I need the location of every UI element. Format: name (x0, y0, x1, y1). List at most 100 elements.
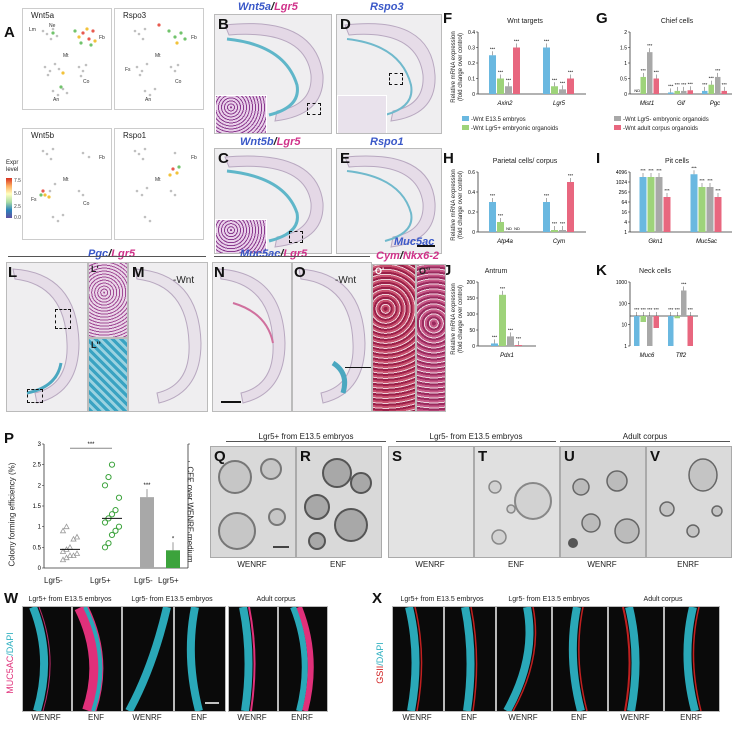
if-tissue (461, 607, 478, 711)
y-tick-label: 0.3 (468, 46, 475, 52)
data-point (66, 544, 74, 550)
scale-bar (221, 401, 241, 403)
condition-label-s: WENRF (415, 560, 445, 569)
bar (702, 90, 708, 94)
condition-label-v: ENRF (677, 560, 699, 569)
tsne-cluster-mt: Mt (63, 53, 69, 59)
micrograph-o: -Wnt (292, 262, 372, 412)
w-cond-5: WENRF (237, 713, 267, 722)
significance-label: *** (707, 178, 713, 183)
y-tick-label: 10 (621, 323, 627, 329)
tsne-cluster-co: Co (175, 79, 182, 85)
bar (543, 202, 550, 232)
bar (515, 345, 522, 346)
bar (497, 222, 504, 232)
bar (668, 316, 674, 346)
nd-label: ND (514, 226, 520, 231)
stomach-section-n (218, 268, 286, 404)
significance-label: *** (640, 168, 646, 173)
organoid-image-t (474, 446, 560, 558)
y-tick-label: 0 (472, 230, 475, 236)
divider (214, 256, 370, 257)
nd-label: ND (634, 88, 640, 93)
bar (708, 84, 714, 94)
scale-bar (417, 245, 435, 247)
bar (663, 197, 671, 232)
bar (507, 336, 514, 346)
if-tissue (125, 607, 171, 711)
bar (551, 86, 558, 94)
inset-l2: L'' (88, 338, 128, 412)
y-tick-label: 0 (624, 92, 627, 98)
y-tick-label: 100 (619, 301, 628, 307)
inset-o1: O' (372, 264, 416, 412)
chart-title-i: Pit cells (664, 158, 690, 165)
significance-label: *** (544, 39, 550, 44)
y-label-text: Relative mRNA expression (451, 31, 457, 103)
bar (698, 187, 706, 232)
if-tissue (405, 607, 423, 711)
legend-swatch-grey (614, 116, 621, 121)
organoid-image-u (560, 446, 646, 558)
bar (639, 177, 647, 232)
chart-legend-f: -Wnt E13.5 embryos -Wnt Lgr5+ embryonic … (462, 116, 602, 134)
y-tick-label: 0.4 (468, 30, 475, 36)
x-group-2: Lgr5- from E13.5 embryos (508, 596, 590, 603)
data-point (112, 527, 119, 534)
organoid-image-r (296, 446, 382, 558)
significance-label: *** (641, 307, 647, 312)
chart-legend-g: -Wnt Lgr5- embryonic organoids -Wnt adul… (614, 116, 740, 134)
y-tick-label: 0.6 (468, 170, 475, 176)
w-stain-label: MUC5AC/DAPI (4, 612, 16, 722)
data-point (108, 531, 116, 539)
w-group-2: Lgr5- from E13.5 embryos (131, 596, 213, 603)
legend-swatch-pink (614, 125, 621, 130)
if-tissue (568, 607, 588, 711)
panel-label-a: A (4, 24, 15, 41)
p-category-lgr5-pos: Lgr5+ (90, 576, 111, 585)
tsne-scatter-rspo3: Fb Mt Fs Co An (125, 23, 197, 103)
inset-label-o1: O' (375, 266, 385, 276)
p-chart: 32.521.510.50******* (33, 442, 190, 572)
significance-label: *** (552, 221, 558, 226)
y-tick-label: 16 (621, 210, 627, 216)
organoid-shapes (218, 458, 289, 550)
y-tick-label: 1.5 (620, 46, 627, 52)
stomach-section-c (224, 155, 324, 248)
y-tick-label: 0 (472, 92, 475, 98)
bar (714, 197, 722, 232)
micrograph-title-l: Pgc/Lgr5 (88, 248, 135, 260)
panel-label-k: K (596, 262, 607, 279)
y-tick-label: 1000 (616, 280, 627, 286)
tsne-cluster-fs: Fs (31, 197, 37, 203)
gene-cym-label: Cym (376, 250, 400, 262)
y-tick-label: 0.4 (468, 190, 475, 196)
gene-lgr5-label: Lgr5 (274, 1, 298, 13)
if-image-x5 (608, 606, 664, 712)
tsne-title-rspo1: Rspo1 (123, 131, 147, 140)
if-tissue (290, 607, 314, 711)
significance-label: *** (508, 327, 514, 332)
tsne-plot-wnt5a: Wnt5a Lm Ne Mt Fb Co An (22, 8, 112, 110)
x-cond-1: WENRF (402, 713, 432, 722)
significance-label: *** (568, 70, 574, 75)
panel-label-j: J (443, 262, 452, 279)
significance-label: *** (722, 82, 728, 87)
micrograph-l (6, 262, 88, 412)
significance-label: *** (647, 307, 653, 312)
category-label: Axin2 (496, 101, 513, 107)
stomach-section-o (298, 268, 366, 404)
panel-label-q: Q (214, 448, 226, 465)
tsne-plot-rspo1: Rspo1 Fb Mt (114, 128, 204, 240)
legend-swatch-green (462, 125, 469, 130)
micrograph-title-d: Rspo3 (370, 1, 404, 13)
bar (513, 47, 520, 94)
significance-label: *** (699, 178, 705, 183)
y-tick-label: 50 (469, 328, 475, 334)
tsne-cluster-an: An (53, 97, 59, 103)
inset-c (215, 219, 267, 253)
y-tick-label: 0.2 (468, 61, 475, 67)
significance-label: *** (87, 442, 95, 448)
